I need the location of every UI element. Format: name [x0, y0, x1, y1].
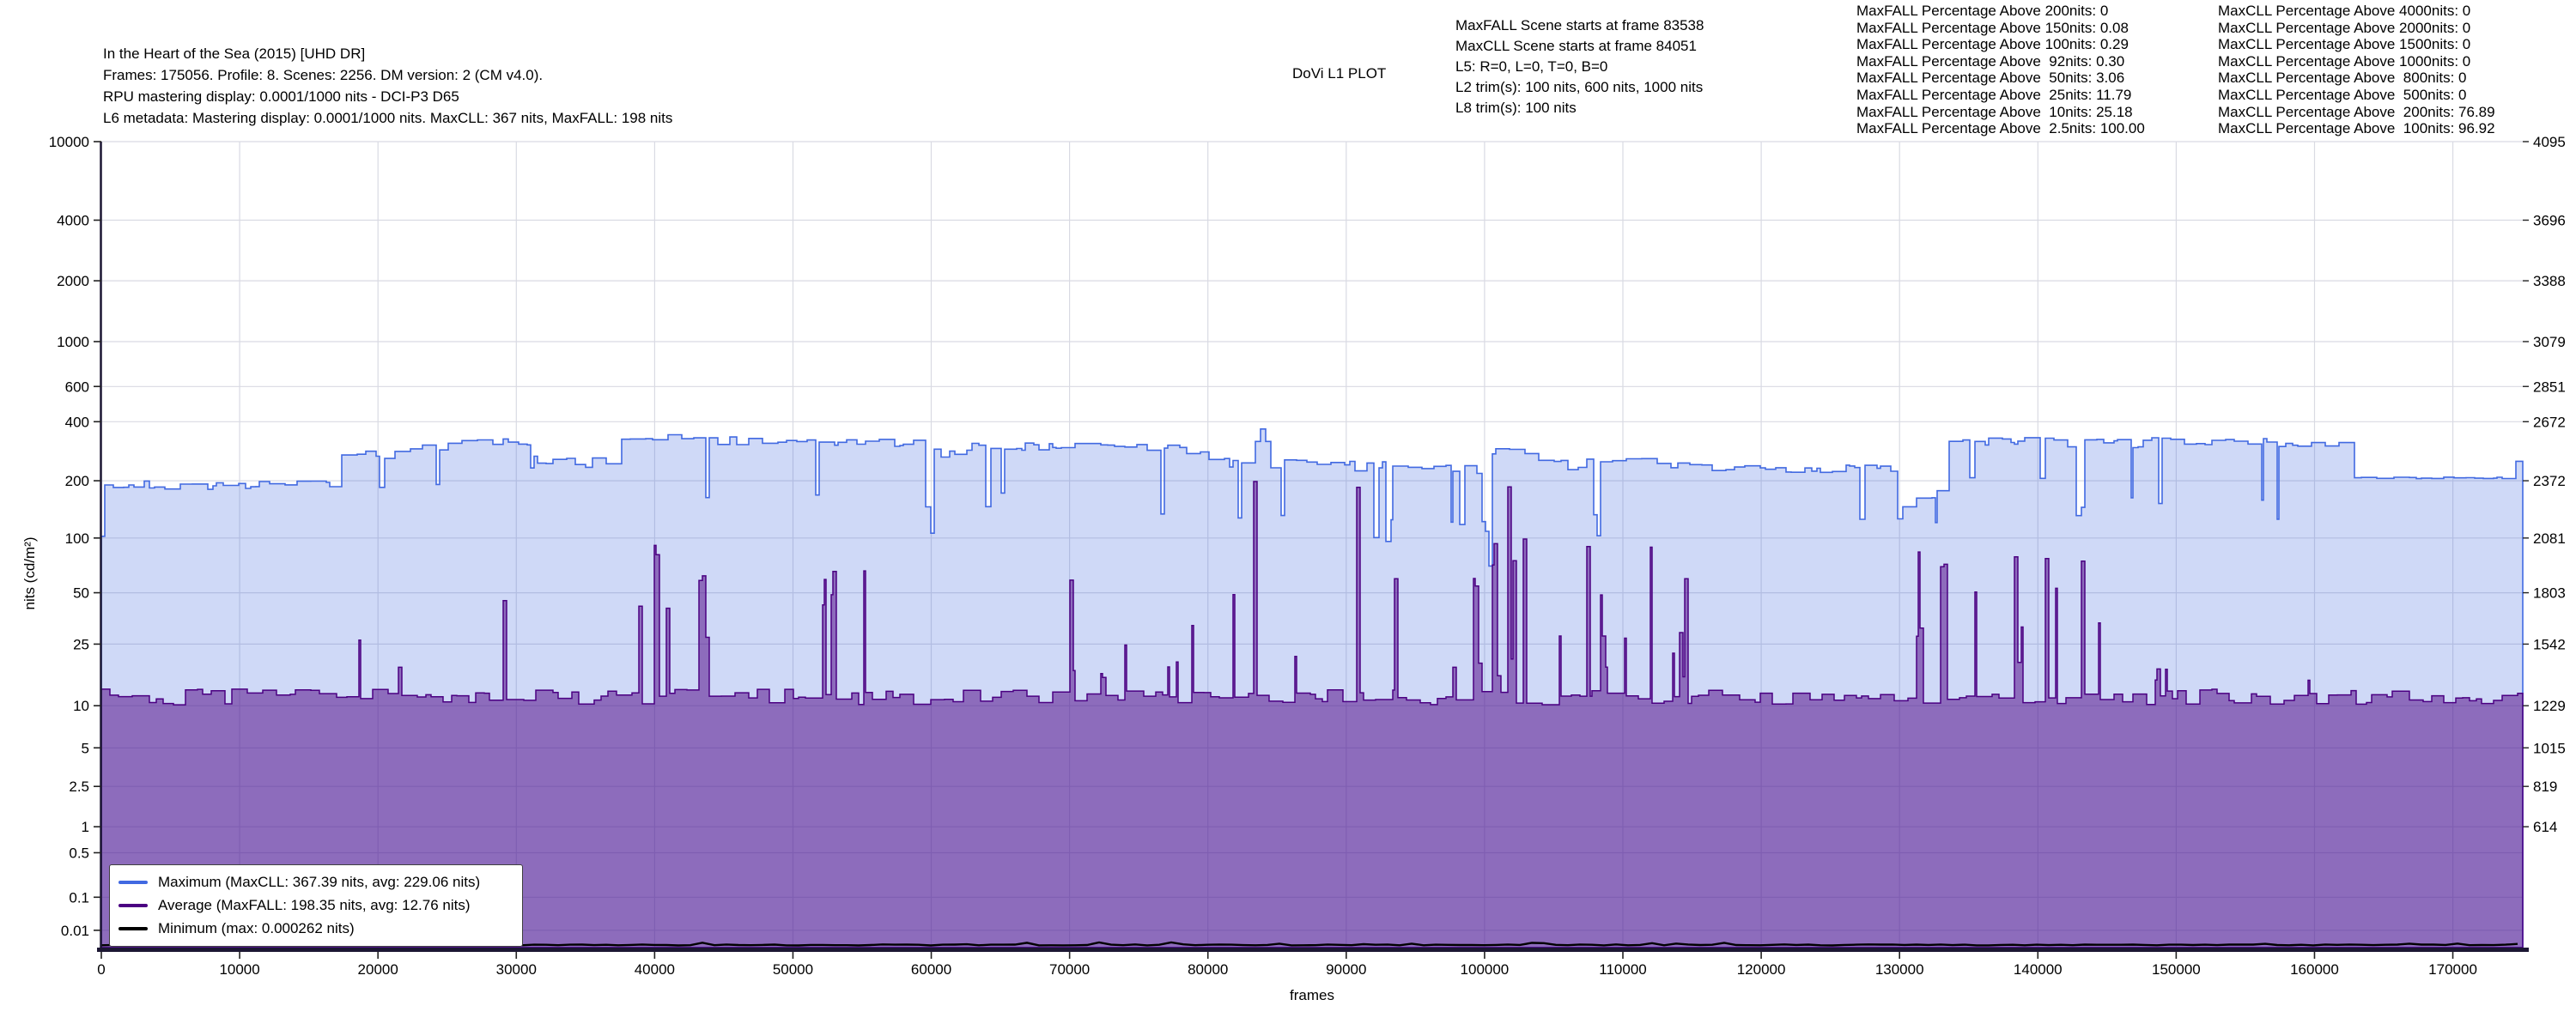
scene-info-line: L8 trim(s): 100 nits: [1455, 100, 1577, 116]
y-axis-tick-label-right: 4095: [2533, 134, 2566, 150]
maxcll-percentage-line: MaxCLL Percentage Above 200nits: 76.89: [2218, 103, 2495, 120]
scene-info-line: MaxCLL Scene starts at frame 84051: [1455, 38, 1697, 54]
x-axis-tick-label: 20000: [358, 961, 398, 978]
y-axis-tick-label-right: 2851: [2533, 379, 2566, 395]
x-axis-tick-label: 120000: [1737, 961, 1786, 978]
x-axis-tick-label: 130000: [1875, 961, 1924, 978]
x-axis-tick-label: 170000: [2428, 961, 2477, 978]
x-axis-title: frames: [1290, 987, 1334, 1003]
x-axis-tick-label: 60000: [911, 961, 951, 978]
y-axis-tick-label-left: 100: [65, 530, 89, 547]
maxcll-percentage-line: MaxCLL Percentage Above 100nits: 96.92: [2218, 120, 2495, 137]
legend-entry-2: Minimum (max: 0.000262 nits): [118, 920, 513, 937]
title-info-line: Frames: 175056. Profile: 8. Scenes: 2256…: [103, 67, 544, 83]
legend-entry-1: Average (MaxFALL: 198.35 nits, avg: 12.7…: [118, 897, 513, 914]
legend-label: Maximum (MaxCLL: 367.39 nits, avg: 229.0…: [158, 873, 481, 890]
maxfall-percentage-line: MaxFALL Percentage Above 10nits: 25.18: [1856, 103, 2133, 120]
y-axis-tick-label-left: 50: [73, 585, 89, 602]
scene-info-line: MaxFALL Scene starts at frame 83538: [1455, 17, 1704, 33]
y-axis-tick-label-right: 819: [2533, 779, 2557, 795]
title-info-line: RPU mastering display: 0.0001/1000 nits …: [103, 88, 459, 105]
legend-entry-0: Maximum (MaxCLL: 367.39 nits, avg: 229.0…: [118, 874, 513, 891]
y-axis-tick-label-left: 1000: [57, 334, 89, 350]
x-axis-tick-label: 0: [97, 961, 105, 978]
y-axis-tick-label-left: 2000: [57, 273, 89, 289]
scene-info-block: MaxFALL Scene starts at frame 83538 MaxCL…: [1455, 15, 1704, 118]
axes: [97, 142, 2529, 952]
y-axis-tick-label-right: 2372: [2533, 473, 2566, 489]
avg-series-area: [100, 481, 2524, 948]
y-axis-tick-label-right: 3696: [2533, 212, 2566, 228]
x-axis-tick-label: 80000: [1188, 961, 1228, 978]
y-axis-tick-label-left: 10000: [49, 134, 89, 150]
legend-label: Minimum (max: 0.000262 nits): [158, 920, 355, 937]
y-axis-tick-label-left: 0.1: [69, 889, 89, 906]
maxcll-percentage-line: MaxCLL Percentage Above 2000nits: 0: [2218, 19, 2471, 36]
scene-info-line: L5: R=0, L=0, T=0, B=0: [1455, 58, 1608, 75]
maxfall-percentage-line: MaxFALL Percentage Above 25nits: 11.79: [1856, 86, 2132, 103]
maxfall-percentage-line: MaxFALL Percentage Above 2.5nits: 100.00: [1856, 120, 2145, 137]
y-axis-tick-label-right: 3388: [2533, 273, 2566, 289]
y-axis-tick-label-left: 2.5: [69, 779, 89, 795]
tick-marks: [94, 141, 2529, 959]
x-axis-tick-label: 100000: [1461, 961, 1510, 978]
y-axis-tick-label-left: 4000: [57, 212, 89, 228]
y-axis-tick-label-right: 614: [2533, 819, 2557, 835]
maxfall-percentage-line: MaxFALL Percentage Above 50nits: 3.06: [1856, 70, 2125, 87]
maxfall-percentages-block: MaxFALL Percentage Above 200nits: 0 MaxFA…: [1856, 3, 2145, 137]
y-axis-tick-label-right: 2672: [2533, 414, 2566, 430]
y-axis-tick-label-right: 1803: [2533, 585, 2566, 602]
legend-swatch-icon: [118, 927, 148, 931]
maxcll-percentage-line: MaxCLL Percentage Above 500nits: 0: [2218, 86, 2467, 103]
legend-swatch-icon: [118, 880, 148, 884]
maxcll-percentage-line: MaxCLL Percentage Above 1500nits: 0: [2218, 36, 2471, 53]
x-axis-tick-label: 140000: [2014, 961, 2063, 978]
maxfall-percentage-line: MaxFALL Percentage Above 92nits: 0.30: [1856, 52, 2125, 70]
y-axis-tick-label-left: 0.01: [61, 923, 89, 939]
y-axis-tick-label-left: 10: [73, 698, 89, 714]
maxfall-percentage-line: MaxFALL Percentage Above 150nits: 0.08: [1856, 19, 2129, 36]
title-info-block: In the Heart of the Sea (2015) [UHD DR] F…: [103, 43, 672, 129]
y-axis-tick-label-left: 5: [82, 740, 89, 756]
y-axis-tick-label-right: 1229: [2533, 698, 2566, 714]
y-axis-tick-label-right: 1542: [2533, 636, 2566, 652]
x-axis-tick-label: 30000: [496, 961, 537, 978]
y-axis-tick-label-right: 3079: [2533, 334, 2566, 350]
x-axis-tick-label: 110000: [1599, 961, 1646, 978]
y-axis-title: nits (cd/m²): [21, 537, 38, 610]
y-axis-tick-label-left: 25: [73, 636, 89, 652]
y-axis-tick-label-left: 600: [65, 379, 89, 395]
x-axis-tick-label: 50000: [773, 961, 813, 978]
x-axis-tick-label: 70000: [1049, 961, 1090, 978]
x-axis-tick-label: 40000: [635, 961, 675, 978]
title-info-line: L6 metadata: Mastering display: 0.0001/1…: [103, 110, 673, 126]
legend-label: Average (MaxFALL: 198.35 nits, avg: 12.7…: [158, 896, 471, 913]
y-axis-tick-label-left: 1: [82, 819, 89, 835]
plot-title: DoVi L1 PLOT: [1292, 65, 1387, 82]
x-axis-tick-label: 150000: [2152, 961, 2201, 978]
maxfall-percentage-line: MaxFALL Percentage Above 100nits: 0.29: [1856, 36, 2129, 53]
scene-info-line: L2 trim(s): 100 nits, 600 nits, 1000 nit…: [1455, 79, 1704, 95]
x-axis-tick-label: 90000: [1326, 961, 1366, 978]
y-axis-tick-label-left: 0.5: [69, 845, 89, 861]
y-axis-tick-label-left: 200: [65, 473, 89, 489]
y-axis-tick-label-left: 400: [65, 414, 89, 430]
x-axis-tick-label: 10000: [219, 961, 259, 978]
maxcll-percentages-block: MaxCLL Percentage Above 4000nits: 0 MaxCL…: [2218, 3, 2495, 137]
legend-swatch-icon: [118, 903, 148, 907]
maxfall-percentage-line: MaxFALL Percentage Above 200nits: 0: [1856, 3, 2109, 19]
y-axis-tick-label-right: 1015: [2533, 740, 2566, 756]
x-axis-tick-label: 160000: [2290, 961, 2339, 978]
avg-series: [100, 481, 2524, 948]
maxcll-percentage-line: MaxCLL Percentage Above 4000nits: 0: [2218, 3, 2471, 19]
tick-labels: 1000040002000100060040020010050251052.51…: [21, 134, 2566, 1003]
title-info-line: In the Heart of the Sea (2015) [UHD DR]: [103, 45, 366, 62]
maxcll-percentage-line: MaxCLL Percentage Above 800nits: 0: [2218, 70, 2467, 87]
y-axis-tick-label-right: 2081: [2533, 530, 2566, 547]
plot-legend: Maximum (MaxCLL: 367.39 nits, avg: 229.0…: [109, 864, 523, 947]
maxcll-percentage-line: MaxCLL Percentage Above 1000nits: 0: [2218, 52, 2471, 70]
